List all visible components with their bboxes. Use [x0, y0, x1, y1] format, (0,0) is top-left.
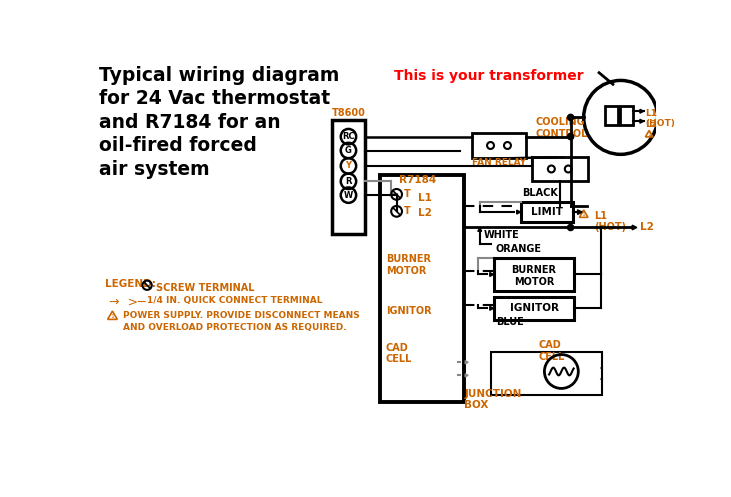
Text: FAN RELAY: FAN RELAY — [472, 158, 526, 167]
Bar — [491, 352, 602, 395]
Text: JUNCTION
BOX: JUNCTION BOX — [464, 389, 522, 411]
Bar — [620, 106, 633, 125]
Text: 1: 1 — [582, 212, 586, 217]
Text: IGNITOR: IGNITOR — [510, 303, 558, 313]
Polygon shape — [465, 361, 468, 364]
Bar — [493, 297, 575, 320]
Text: RC: RC — [342, 132, 355, 141]
Text: SCREW TERMINAL: SCREW TERMINAL — [156, 283, 254, 293]
Polygon shape — [465, 374, 468, 377]
Polygon shape — [517, 210, 520, 214]
Text: 1/4 IN. QUICK CONNECT TERMINAL: 1/4 IN. QUICK CONNECT TERMINAL — [147, 296, 322, 305]
Polygon shape — [490, 307, 493, 310]
Text: This is your transformer: This is your transformer — [393, 69, 583, 83]
Text: ORANGE: ORANGE — [496, 244, 542, 254]
Circle shape — [567, 134, 574, 140]
Text: T: T — [404, 189, 411, 199]
Text: IGNITOR: IGNITOR — [386, 306, 431, 316]
Polygon shape — [478, 228, 482, 231]
Text: →  >─: → >─ — [109, 296, 145, 309]
Polygon shape — [640, 119, 644, 123]
Text: T: T — [404, 206, 411, 216]
Polygon shape — [632, 225, 637, 230]
Text: POWER SUPPLY. PROVIDE DISCONNECT MEANS
AND OVERLOAD PROTECTION AS REQUIRED.: POWER SUPPLY. PROVIDE DISCONNECT MEANS A… — [124, 312, 360, 332]
Text: R: R — [345, 177, 352, 186]
Text: T8600: T8600 — [332, 108, 366, 118]
Circle shape — [567, 114, 574, 120]
Text: R7184: R7184 — [399, 175, 436, 185]
Text: LIMIT: LIMIT — [531, 207, 563, 217]
Text: L1
(HOT): L1 (HOT) — [645, 109, 675, 128]
Bar — [605, 106, 618, 125]
Text: L2: L2 — [640, 222, 654, 232]
Bar — [520, 202, 573, 222]
Text: L1: L1 — [418, 192, 432, 203]
Text: Typical wiring diagram
for 24 Vac thermostat
and R7184 for an
oil-fired forced
a: Typical wiring diagram for 24 Vac thermo… — [99, 66, 340, 179]
Bar — [332, 120, 365, 234]
Bar — [493, 258, 575, 291]
Text: LEGEND:: LEGEND: — [105, 279, 156, 289]
Circle shape — [567, 225, 574, 231]
Text: L2: L2 — [418, 208, 432, 218]
Polygon shape — [640, 109, 644, 113]
Text: W: W — [344, 191, 353, 200]
Text: G: G — [345, 146, 352, 155]
Text: CAD
CELL: CAD CELL — [386, 342, 412, 364]
Text: CAD
CELL: CAD CELL — [538, 340, 564, 362]
Text: L2: L2 — [645, 120, 657, 129]
Text: BLUE: BLUE — [496, 317, 523, 328]
Bar — [472, 133, 526, 158]
Text: Y: Y — [346, 162, 352, 170]
Polygon shape — [490, 272, 493, 276]
Text: L1
(HOT): L1 (HOT) — [594, 211, 626, 232]
Bar — [532, 158, 588, 180]
Text: COOLING
CONTROL: COOLING CONTROL — [536, 117, 588, 139]
Text: WHITE: WHITE — [484, 230, 519, 240]
Text: 1: 1 — [647, 132, 651, 137]
Text: 1: 1 — [110, 314, 114, 319]
Text: BLACK: BLACK — [522, 188, 558, 198]
Polygon shape — [577, 210, 582, 214]
Bar — [379, 175, 464, 402]
Text: BURNER
MOTOR: BURNER MOTOR — [512, 265, 556, 287]
Text: BURNER
MOTOR: BURNER MOTOR — [386, 254, 431, 276]
